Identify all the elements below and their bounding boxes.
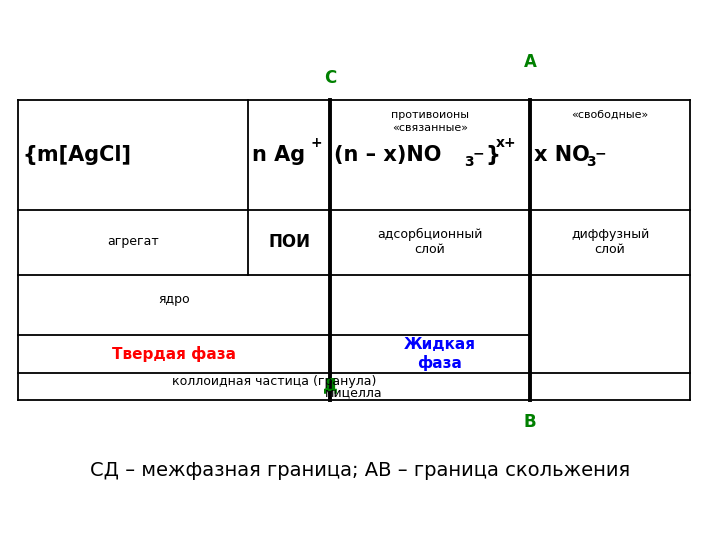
Text: противоионы: противоионы	[391, 110, 469, 120]
Text: Твердая фаза: Твердая фаза	[112, 346, 236, 362]
Text: 3: 3	[586, 155, 595, 169]
Text: А: А	[523, 53, 536, 71]
Text: «свободные»: «свободные»	[572, 110, 649, 120]
Text: мицелла: мицелла	[325, 386, 383, 399]
Text: СД – межфазная граница; АВ – граница скольжения: СД – межфазная граница; АВ – граница ско…	[90, 461, 630, 480]
Text: В: В	[523, 413, 536, 431]
Text: «связанные»: «связанные»	[392, 123, 468, 133]
Text: Жидкая
фаза: Жидкая фаза	[404, 337, 476, 371]
Text: x+: x+	[496, 136, 517, 150]
Text: С: С	[324, 69, 336, 87]
Text: диффузный
слой: диффузный слой	[571, 228, 649, 256]
Text: {m[AgCl]: {m[AgCl]	[22, 145, 131, 165]
Text: −: −	[595, 146, 607, 160]
Text: Д: Д	[323, 376, 338, 394]
Text: ядро: ядро	[158, 294, 190, 307]
Text: агрегат: агрегат	[107, 235, 159, 248]
Text: коллоидная частица (гранула): коллоидная частица (гранула)	[172, 375, 376, 388]
Text: −: −	[473, 146, 485, 160]
Text: 3: 3	[464, 155, 474, 169]
Text: n Ag: n Ag	[252, 145, 305, 165]
Text: x NO: x NO	[534, 145, 590, 165]
Text: +: +	[310, 136, 322, 150]
Text: (n – x)NO: (n – x)NO	[334, 145, 441, 165]
Text: адсорбционный
слой: адсорбционный слой	[377, 228, 482, 256]
Text: }: }	[485, 145, 500, 165]
Text: ПОИ: ПОИ	[268, 233, 310, 251]
